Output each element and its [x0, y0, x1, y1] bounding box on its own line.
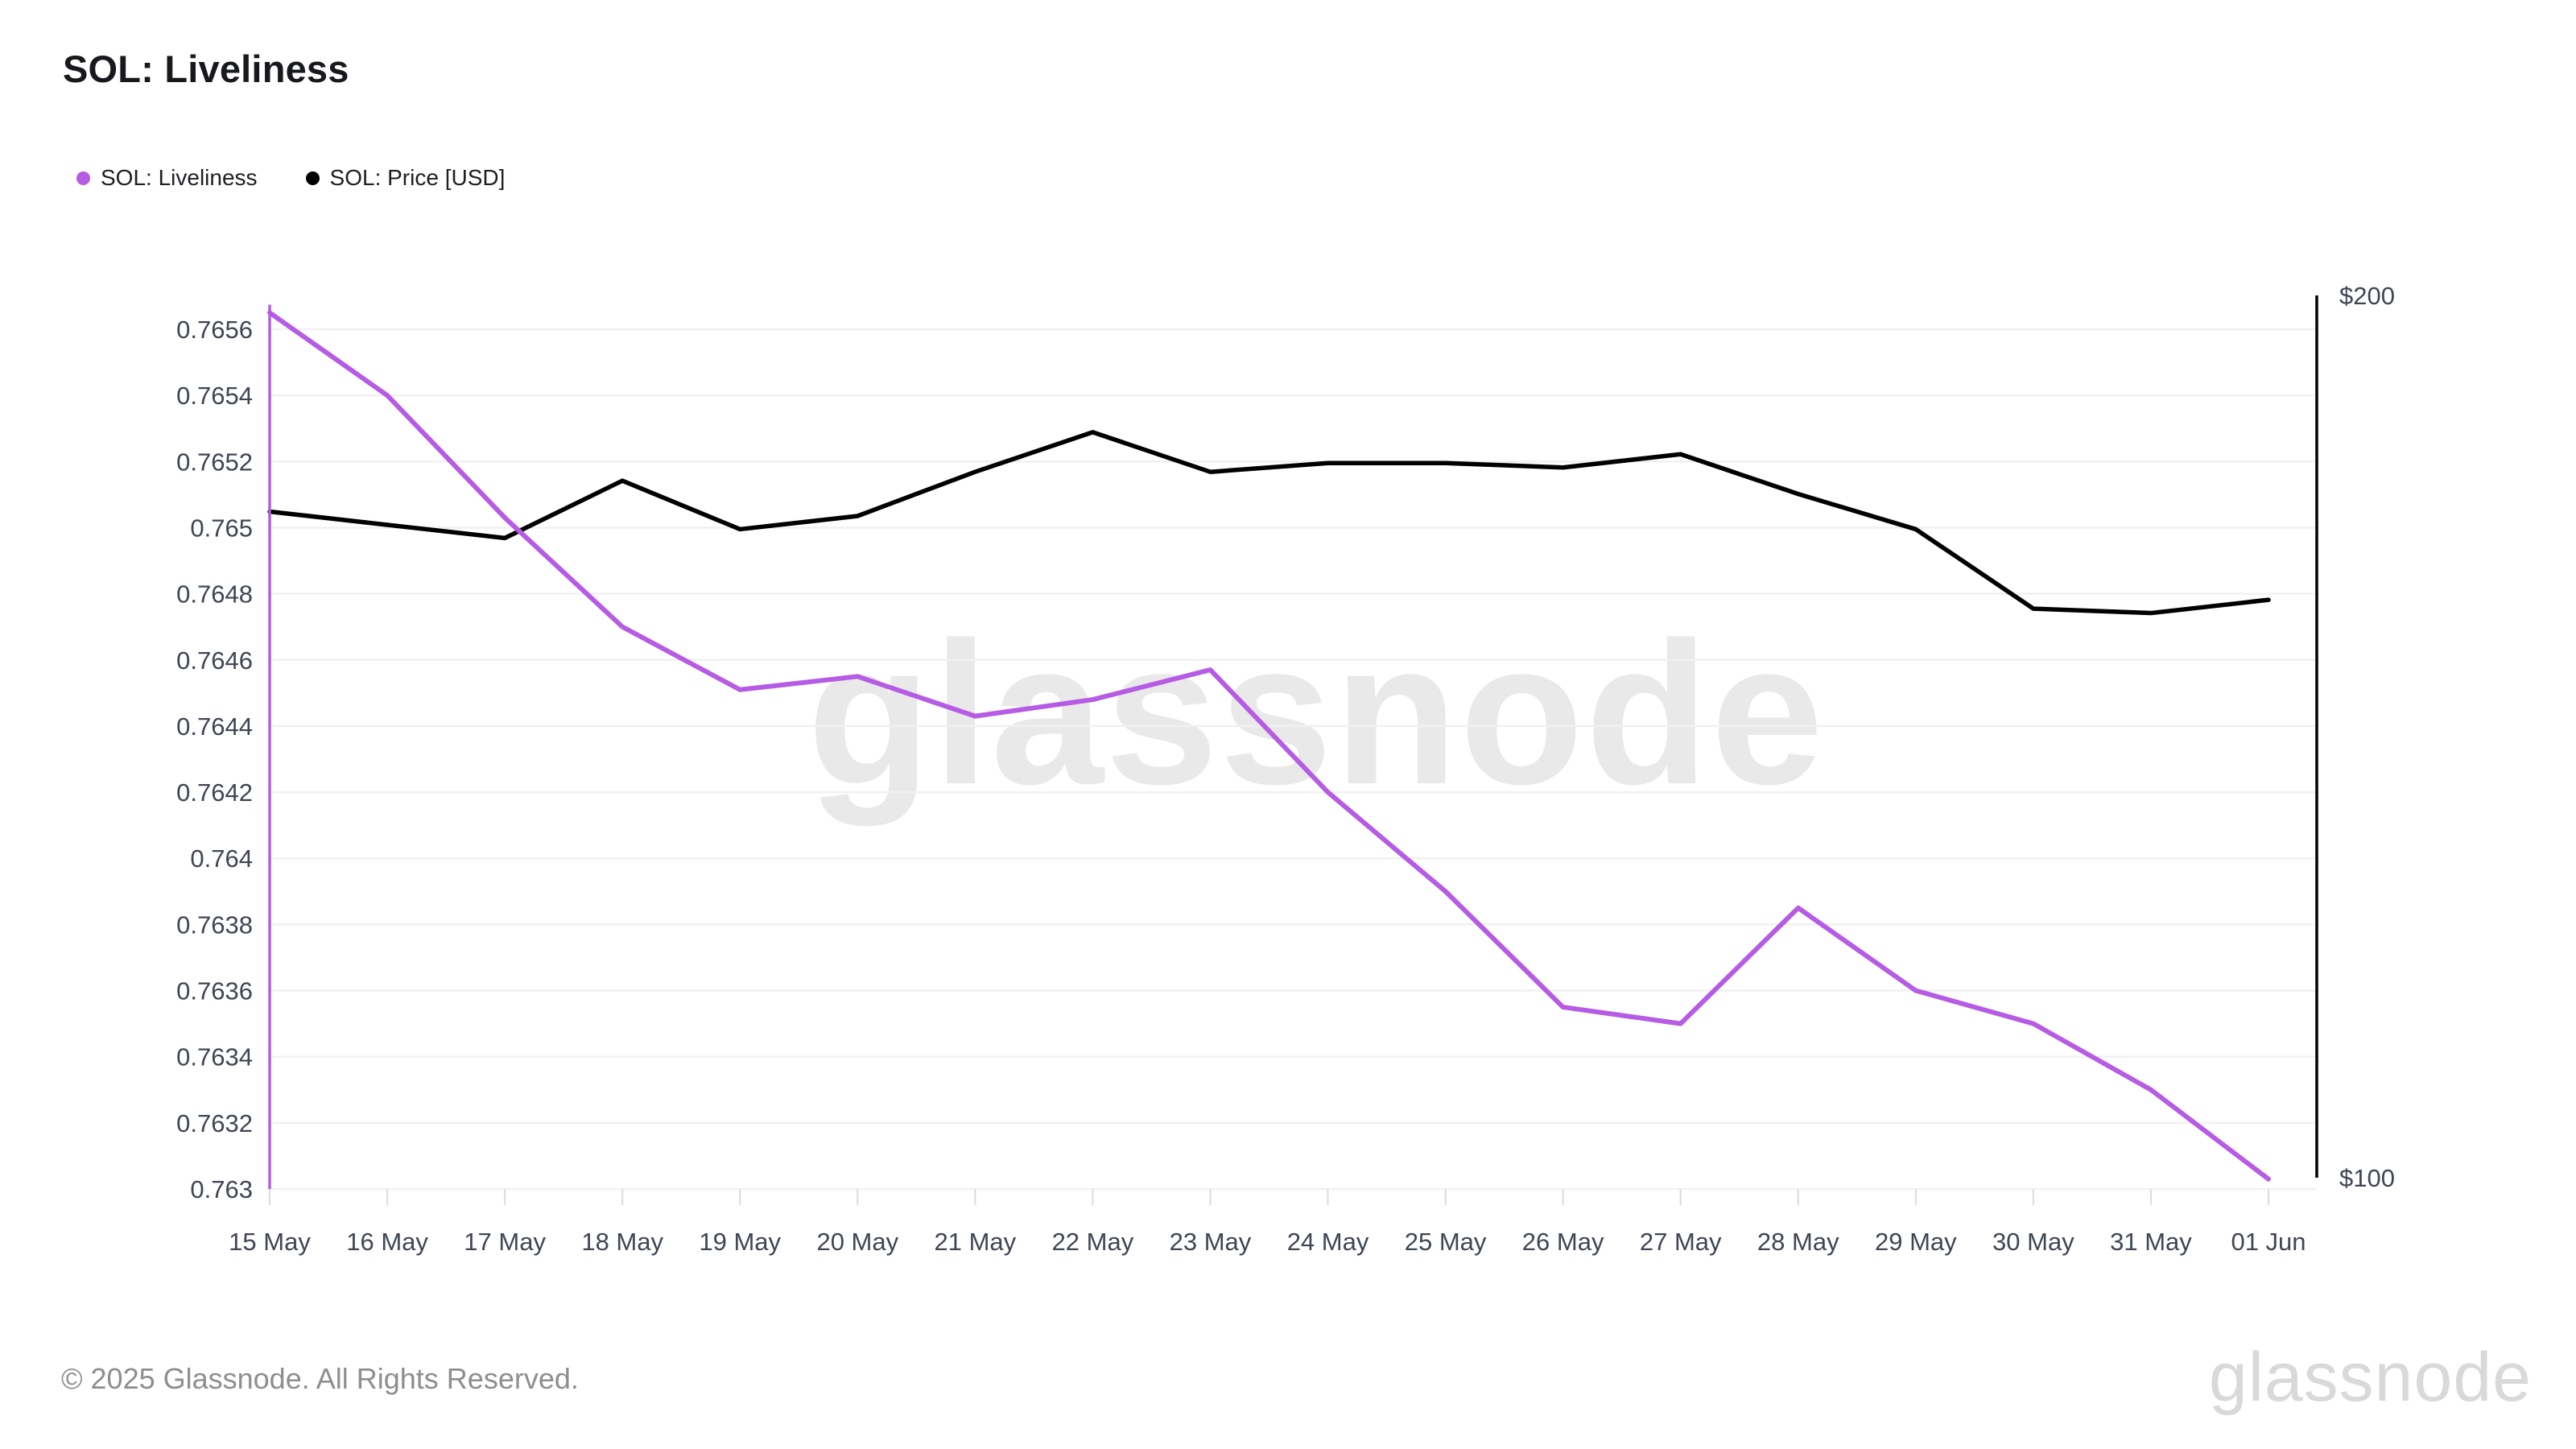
y-axis-tick-label: 0.7636 — [176, 977, 253, 1005]
x-axis-tick-label: 21 May — [935, 1228, 1017, 1256]
price-line — [267, 430, 2271, 616]
x-axis-tick-label: 17 May — [464, 1228, 546, 1256]
y-axis-tick-label: 0.7634 — [176, 1043, 253, 1071]
x-axis-tick-label: 01 Jun — [2231, 1228, 2306, 1256]
x-axis-tick-label: 18 May — [581, 1228, 663, 1256]
legend-item-price[interactable]: SOL: Price [USD] — [305, 165, 506, 191]
right-axis-tick-label: $100 — [2339, 1164, 2395, 1192]
x-axis-tick-label: 26 May — [1522, 1228, 1604, 1256]
y-axis-tick-label: 0.7632 — [176, 1109, 253, 1137]
x-axis-tick-label: 16 May — [346, 1228, 428, 1256]
legend-dot-liveliness-icon — [76, 171, 90, 185]
y-axis-tick-label: 0.764 — [190, 844, 253, 873]
y-axis-tick-label: 0.7654 — [176, 382, 253, 410]
x-axis-tick-label: 15 May — [229, 1228, 311, 1256]
y-axis-tick-label: 0.7656 — [176, 316, 253, 344]
x-axis-tick-label: 25 May — [1405, 1228, 1487, 1256]
liveliness-line — [267, 310, 2271, 1182]
y-axis-tick-label: 0.7652 — [176, 448, 253, 476]
y-axis-tick-label: 0.7638 — [176, 910, 253, 939]
x-axis-tick-label: 31 May — [2110, 1228, 2192, 1256]
legend-item-liveliness[interactable]: SOL: Liveliness — [76, 165, 258, 191]
x-axis-tick-label: 27 May — [1640, 1228, 1722, 1256]
x-axis-tick-label: 29 May — [1875, 1228, 1957, 1256]
y-axis-tick-label: 0.7644 — [176, 712, 253, 741]
copyright-text: © 2025 Glassnode. All Rights Reserved. — [61, 1362, 579, 1395]
x-axis-tick-label: 19 May — [699, 1228, 781, 1256]
x-axis-tick-label: 23 May — [1170, 1228, 1252, 1256]
legend-dot-price-icon — [305, 171, 320, 185]
x-axis-tick-label: 24 May — [1287, 1228, 1369, 1256]
y-axis-tick-label: 0.7642 — [176, 778, 253, 807]
x-axis-tick-label: 20 May — [816, 1228, 898, 1256]
page-title: SOL: Liveliness — [63, 47, 349, 90]
y-axis-tick-label: 0.7648 — [176, 580, 253, 609]
x-axis-tick-label: 30 May — [1992, 1228, 2074, 1256]
y-axis-tick-label: 0.765 — [190, 514, 253, 542]
y-axis-tick-label: 0.763 — [190, 1175, 253, 1203]
right-axis-tick-label: $200 — [2339, 282, 2395, 310]
x-axis-tick-label: 22 May — [1052, 1228, 1134, 1256]
glassnode-logo: glassnode — [2208, 1339, 2532, 1416]
chart-legend: SOL: Liveliness SOL: Price [USD] — [76, 165, 505, 191]
legend-label-liveliness: SOL: Liveliness — [101, 165, 258, 190]
legend-label-price: SOL: Price [USD] — [329, 165, 506, 190]
y-axis-tick-label: 0.7646 — [176, 646, 253, 675]
x-axis-tick-label: 28 May — [1757, 1228, 1839, 1256]
